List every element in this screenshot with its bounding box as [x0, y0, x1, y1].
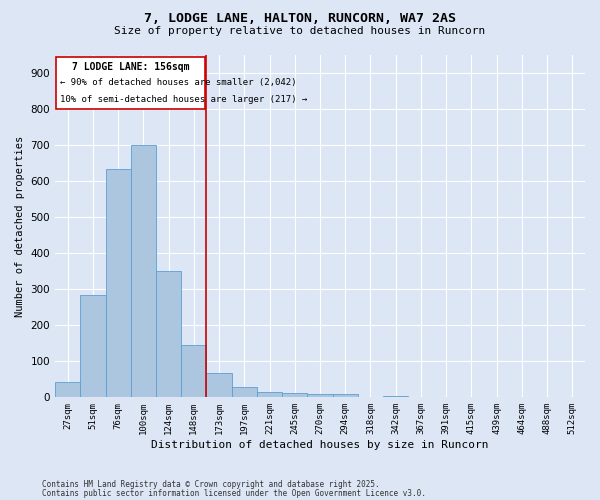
Text: Size of property relative to detached houses in Runcorn: Size of property relative to detached ho…	[115, 26, 485, 36]
Text: ← 90% of detached houses are smaller (2,042): ← 90% of detached houses are smaller (2,…	[60, 78, 296, 88]
Bar	[106, 169, 131, 398]
Bar	[80, 296, 106, 398]
Bar	[55, 382, 80, 398]
Bar	[206, 373, 232, 398]
Bar	[181, 345, 206, 398]
Text: 7 LODGE LANE: 156sqm: 7 LODGE LANE: 156sqm	[72, 62, 190, 72]
Bar	[232, 387, 257, 398]
Bar	[257, 392, 282, 398]
Text: Contains public sector information licensed under the Open Government Licence v3: Contains public sector information licen…	[42, 488, 426, 498]
Text: 7, LODGE LANE, HALTON, RUNCORN, WA7 2AS: 7, LODGE LANE, HALTON, RUNCORN, WA7 2AS	[144, 12, 456, 26]
Bar	[282, 394, 307, 398]
Bar	[156, 271, 181, 398]
Text: 10% of semi-detached houses are larger (217) →: 10% of semi-detached houses are larger (…	[60, 95, 307, 104]
FancyBboxPatch shape	[56, 57, 205, 109]
Bar	[307, 394, 332, 398]
X-axis label: Distribution of detached houses by size in Runcorn: Distribution of detached houses by size …	[151, 440, 489, 450]
Text: Contains HM Land Registry data © Crown copyright and database right 2025.: Contains HM Land Registry data © Crown c…	[42, 480, 380, 489]
Bar	[332, 394, 358, 398]
Bar	[383, 396, 409, 398]
Y-axis label: Number of detached properties: Number of detached properties	[15, 136, 25, 317]
Bar	[131, 145, 156, 398]
